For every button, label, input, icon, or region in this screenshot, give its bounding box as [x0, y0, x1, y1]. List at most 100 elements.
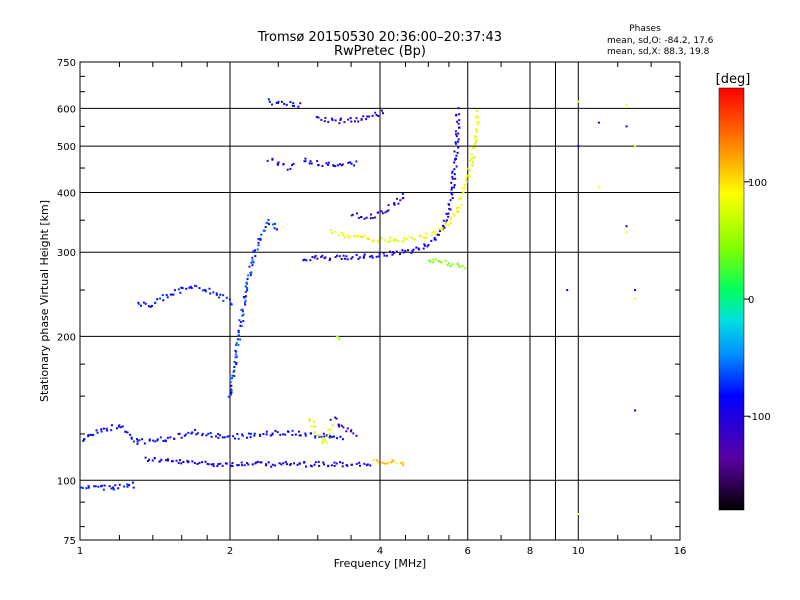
trace-point [182, 460, 185, 463]
trace-point [334, 165, 337, 168]
trace-point [398, 252, 401, 255]
trace-point [242, 320, 245, 323]
trace-point [92, 433, 95, 436]
trace-point [206, 462, 209, 465]
trace-point [451, 171, 454, 174]
trace-point [266, 222, 269, 225]
trace-point [291, 429, 294, 432]
trace-point [242, 310, 245, 313]
trace-point [372, 239, 375, 242]
trace-point [450, 188, 453, 191]
trace-point [415, 246, 418, 249]
trace-point [267, 461, 270, 464]
trace-point [355, 254, 358, 257]
trace-point [340, 164, 343, 167]
trace-point [117, 487, 120, 490]
trace-point [217, 433, 220, 436]
trace-point [335, 462, 338, 465]
trace-point [237, 331, 240, 334]
trace-point [302, 259, 305, 262]
trace-point [447, 223, 450, 226]
trace-point [165, 294, 168, 297]
trace-point [259, 461, 262, 464]
trace-point [355, 212, 358, 215]
trace-point [434, 233, 437, 236]
trace-point [276, 163, 279, 166]
trace-point [172, 293, 175, 296]
trace-point [384, 211, 387, 214]
trace-point [476, 123, 479, 126]
trace-point [232, 435, 235, 438]
trace-point [236, 433, 239, 436]
trace-point [144, 456, 147, 459]
trace-point [429, 260, 432, 263]
trace-point [336, 254, 339, 257]
trace-point [235, 342, 238, 345]
trace-point [186, 459, 189, 462]
trace-point [291, 164, 294, 167]
trace-point [451, 193, 454, 196]
trace-point [391, 253, 394, 256]
trace-point [461, 187, 464, 190]
trace-point [181, 287, 184, 290]
trace-point [401, 249, 404, 252]
trace-point [448, 207, 451, 210]
trace-point [161, 294, 164, 297]
trace-point [357, 234, 360, 237]
trace-point [142, 301, 145, 304]
trace-point [216, 465, 219, 468]
trace-point [327, 163, 330, 166]
trace-point [303, 160, 306, 163]
trace-point [250, 271, 253, 274]
trace-point [430, 233, 433, 236]
trace-point [147, 305, 150, 308]
trace-point [383, 239, 386, 242]
trace-point [110, 429, 113, 432]
trace-point [105, 427, 108, 430]
trace-point [190, 432, 193, 435]
trace-point [274, 464, 277, 467]
trace-point [321, 437, 324, 440]
trace-point [467, 174, 470, 177]
trace-point [381, 112, 384, 115]
trace-point [418, 235, 421, 238]
trace-point [231, 374, 234, 377]
trace-point [470, 157, 473, 160]
trace-point [470, 153, 473, 156]
trace-point [385, 254, 388, 257]
y-tick-label: 750 [57, 58, 76, 69]
trace-point [393, 203, 396, 206]
y-tick-label: 200 [57, 332, 76, 343]
trace-point [108, 485, 111, 488]
trace-point [338, 338, 341, 341]
trace-point [234, 353, 237, 356]
trace-point [450, 191, 453, 194]
colorbar-label: [deg] [716, 72, 751, 87]
trace-point [254, 249, 257, 252]
trace-point [149, 305, 152, 308]
trace-point [577, 100, 580, 103]
trace-point [138, 439, 141, 442]
trace-point [282, 163, 285, 166]
trace-point [321, 164, 324, 167]
trace-point [375, 114, 378, 117]
trace-point [375, 255, 378, 258]
trace-point [453, 186, 456, 189]
trace-point [146, 459, 149, 462]
trace-point [371, 114, 374, 117]
trace-point [472, 156, 475, 159]
trace-point [451, 170, 454, 173]
trace-point [106, 429, 109, 432]
trace-point [166, 458, 169, 461]
trace-point [102, 427, 105, 430]
trace-point [376, 459, 379, 462]
trace-point [447, 212, 450, 215]
trace-point [473, 146, 476, 149]
trace-point [225, 296, 228, 299]
trace-point [329, 418, 332, 421]
trace-point [311, 255, 314, 258]
trace-point [114, 484, 117, 487]
trace-point [115, 427, 118, 430]
trace-point [448, 203, 451, 206]
trace-point [475, 109, 478, 112]
